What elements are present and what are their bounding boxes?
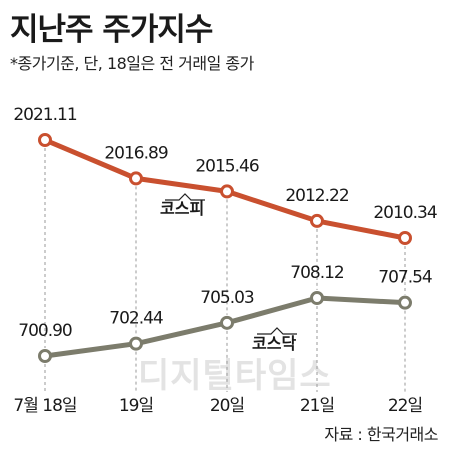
- data-point: [38, 349, 52, 363]
- source-note: 자료 : 한국거래소: [324, 425, 438, 444]
- x-tick-label: 21일: [300, 396, 334, 416]
- x-tick-label: 22일: [388, 396, 422, 416]
- series-name-label: 코스피: [160, 199, 204, 218]
- data-label: 705.03: [200, 288, 254, 308]
- data-point: [398, 295, 412, 310]
- data-label: 2021.11: [13, 105, 76, 125]
- series-name-label: 코스닥: [252, 334, 296, 353]
- data-label: 2012.22: [285, 186, 348, 206]
- data-point: [129, 171, 143, 186]
- data-point: [129, 336, 143, 351]
- x-tick-label: 19일: [119, 396, 153, 416]
- data-label: 2015.46: [195, 156, 258, 176]
- data-label: 2010.34: [373, 203, 436, 223]
- data-point: [398, 231, 412, 245]
- chart-subtitle: *종가기준, 단, 18일은 전 거래일 종가: [10, 54, 254, 73]
- series-caret: [257, 327, 297, 335]
- data-label: 702.44: [109, 309, 163, 329]
- x-tick-label: 20일: [210, 396, 244, 416]
- data-point: [38, 133, 52, 147]
- data-label: 2016.89: [104, 143, 167, 163]
- data-label: 700.90: [18, 321, 72, 341]
- x-tick-label: 7월 18일: [13, 396, 76, 416]
- chart-title: 지난주 주가지수: [10, 12, 213, 48]
- data-point: [310, 291, 324, 305]
- series-caret: [165, 193, 205, 201]
- data-point: [310, 213, 324, 228]
- watermark: 디지털타임스: [138, 356, 332, 396]
- data-label: 707.54: [378, 268, 432, 288]
- data-point: [220, 184, 234, 199]
- data-label: 708.12: [290, 263, 344, 283]
- data-point: [220, 315, 234, 330]
